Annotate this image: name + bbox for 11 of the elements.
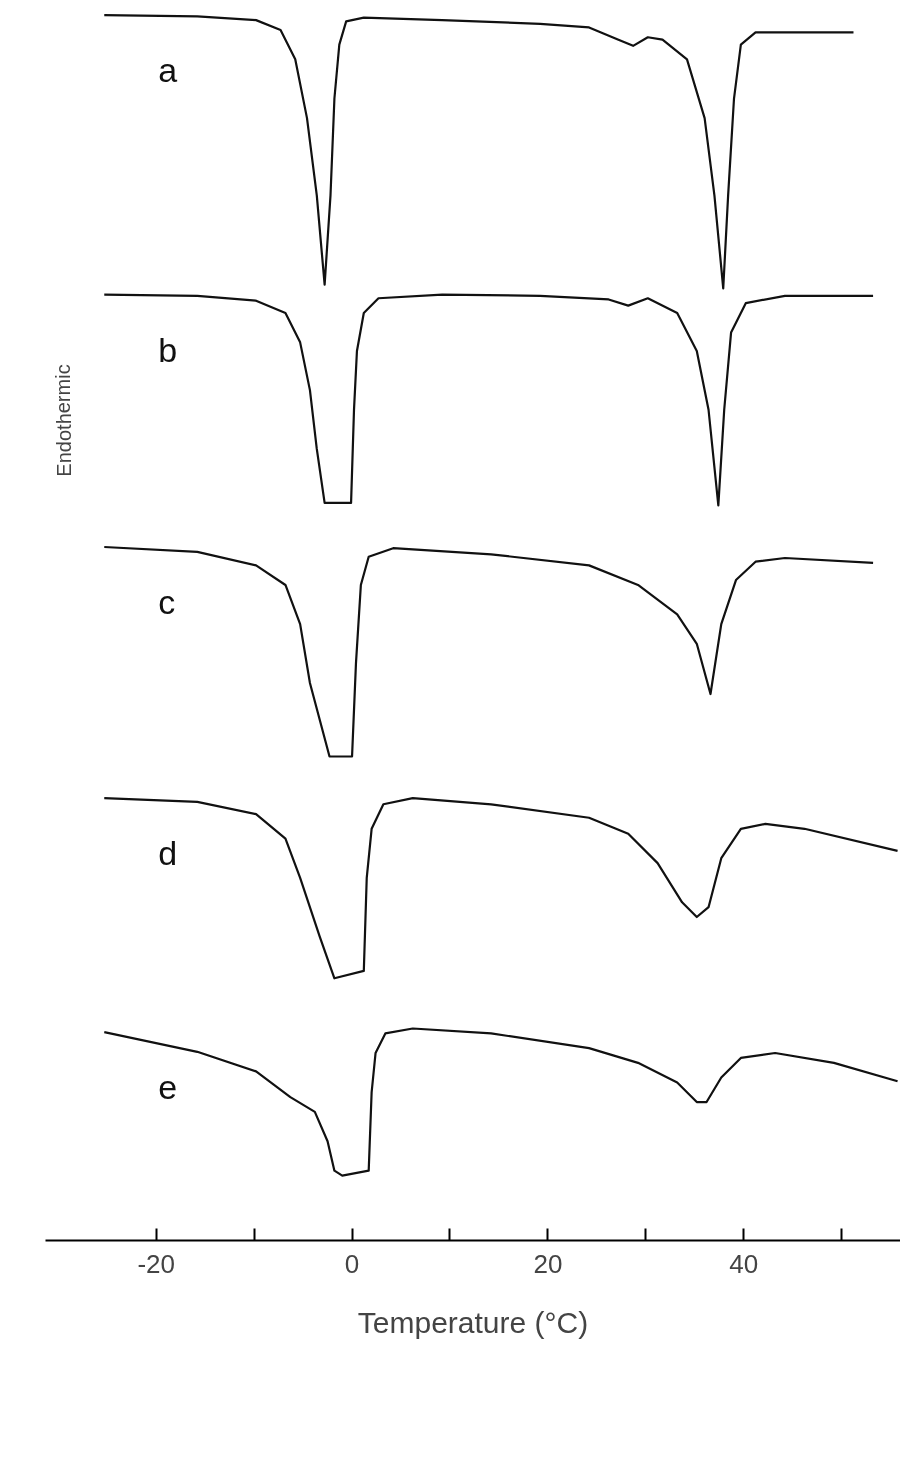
series-label: d bbox=[158, 834, 178, 873]
series-label: a bbox=[158, 51, 178, 90]
x-tick-label: 40 bbox=[729, 1248, 759, 1279]
x-axis-title: Temperature (°C) bbox=[357, 1305, 589, 1339]
series-label: b bbox=[158, 330, 178, 369]
x-tick-label: 20 bbox=[533, 1248, 563, 1279]
y-axis-title: Endothermic bbox=[52, 364, 75, 477]
series-label: c bbox=[158, 583, 176, 622]
x-tick-label: 0 bbox=[344, 1248, 360, 1279]
x-tick-label: -20 bbox=[137, 1248, 175, 1279]
series-label: e bbox=[158, 1067, 178, 1106]
